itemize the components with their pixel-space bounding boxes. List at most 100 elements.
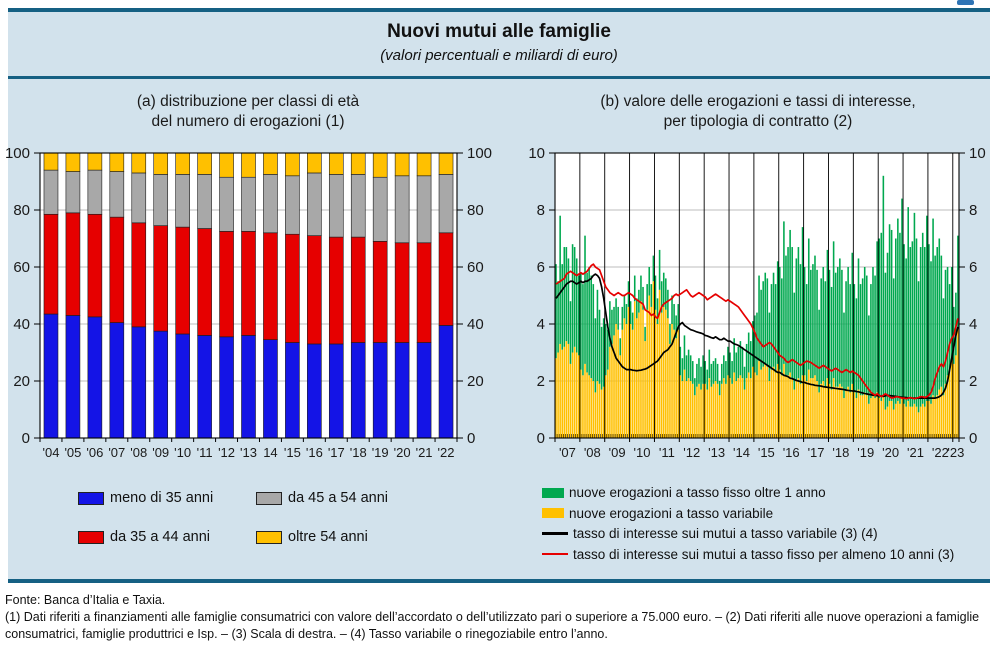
legend-label: nuove erogazioni a tasso fisso oltre 1 a… (569, 485, 826, 500)
svg-text:'17: '17 (808, 445, 825, 460)
svg-text:0: 0 (969, 430, 977, 447)
svg-text:8: 8 (537, 202, 545, 219)
box-swatch-1414E6 (78, 491, 104, 505)
svg-text:4: 4 (969, 316, 977, 333)
box-swatch-FFC000 (542, 508, 564, 518)
svg-text:10: 10 (969, 145, 986, 162)
svg-text:0: 0 (537, 430, 545, 447)
panel-a-title: (a) distribuzione per classi di età del … (23, 92, 473, 132)
svg-text:'13: '13 (240, 445, 257, 460)
svg-text:'06: '06 (86, 445, 103, 460)
figure-subtitle: (valori percentuali e miliardi di euro) (380, 47, 618, 64)
svg-text:'09: '09 (609, 445, 626, 460)
svg-text:'07: '07 (559, 445, 576, 460)
svg-text:40: 40 (13, 316, 30, 333)
svg-text:'10: '10 (634, 445, 651, 460)
bottom-rule (8, 579, 990, 583)
legend-item: nuove erogazioni a tasso fisso oltre 1 a… (542, 485, 954, 500)
box-swatch-A8A8A8 (256, 491, 282, 505)
panel-b-title-line1: (b) valore delle erogazioni e tassi di i… (600, 93, 916, 110)
svg-text:'09: '09 (152, 445, 169, 460)
svg-text:14: 14 (263, 445, 277, 460)
svg-text:'22: '22 (438, 445, 455, 460)
charts-area: (a) distribuzione per classi di età del … (5, 79, 990, 579)
svg-text:'15: '15 (284, 445, 301, 460)
svg-text:'16: '16 (783, 445, 800, 460)
top-rule (8, 8, 990, 12)
svg-text:'23: '23 (947, 445, 964, 460)
svg-text:'08: '08 (584, 445, 601, 460)
svg-text:20: 20 (467, 373, 484, 390)
legend-item: tasso di interesse sui mutui a tasso fis… (542, 547, 954, 562)
svg-text:6: 6 (537, 259, 545, 276)
svg-text:'15: '15 (758, 445, 775, 460)
box-swatch-E60000 (78, 530, 104, 544)
legend-label: oltre 54 anni (288, 529, 368, 545)
svg-text:'14: '14 (733, 445, 750, 460)
svg-text:'19: '19 (857, 445, 874, 460)
svg-text:'17: '17 (328, 445, 345, 460)
svg-text:0: 0 (467, 430, 475, 447)
age-distribution-stacked-bar-chart: '04 '05 '06 '07 '08 '09 '10 '11 '12 '13 14 '15 '16 '1… (5, 145, 492, 460)
svg-text:80: 80 (467, 202, 484, 219)
svg-text:'18: '18 (832, 445, 849, 460)
svg-text:'10: '10 (174, 445, 191, 460)
figure-container: Nuovi mutui alle famiglie (valori percen… (5, 8, 990, 583)
panel-a-legend: meno di 35 anni da 45 a 54 anni da 35 a 44… (78, 490, 388, 545)
panel-a-title-line1: (a) distribuzione per classi di età (136, 93, 360, 110)
line-swatch-E60000 (542, 552, 568, 556)
mid-rule (8, 76, 990, 79)
legend-label: meno di 35 anni (110, 490, 214, 506)
panel-b-title: (b) valore delle erogazioni e tassi di i… (533, 92, 983, 132)
svg-text:'21: '21 (416, 445, 433, 460)
svg-text:60: 60 (467, 259, 484, 276)
svg-text:100: 100 (5, 145, 30, 162)
svg-text:8: 8 (969, 202, 977, 219)
legend-item: meno di 35 anni (78, 490, 256, 506)
legend-label: tasso di interesse sui mutui a tasso fis… (573, 546, 955, 562)
svg-text:40: 40 (467, 316, 484, 333)
svg-text:80: 80 (13, 202, 30, 219)
legend-label: tasso di interesse sui mutui a tasso var… (573, 526, 878, 541)
box-swatch-00A84F (542, 487, 564, 498)
svg-text:'19: '19 (372, 445, 389, 460)
legend-label: nuove erogazioni a tasso variabile (569, 505, 774, 521)
figure-title-band: Nuovi mutui alle famiglie (valori percen… (8, 12, 990, 76)
svg-text:60: 60 (13, 259, 30, 276)
svg-text:0: 0 (22, 430, 30, 447)
disbursements-and-rates-chart: 0 0 2 2 4 4 6 6 8 8 10 10 '07 '08 '09 '10 '11 '12 '13 '14 '1… (528, 145, 986, 460)
svg-text:'20: '20 (394, 445, 411, 460)
svg-text:'08: '08 (130, 445, 147, 460)
legend-item: nuove erogazioni a tasso variabile (542, 506, 954, 521)
cropped-figure-label-fragment (957, 0, 974, 5)
svg-text:'11: '11 (659, 445, 675, 460)
notes-line: (1) Dati riferiti a finanziamenti alle f… (5, 610, 980, 641)
svg-text:20: 20 (13, 373, 30, 390)
legend-label: da 45 a 54 anni (288, 490, 388, 506)
svg-text:4: 4 (537, 316, 545, 333)
svg-text:'20: '20 (882, 445, 899, 460)
line-swatch-000000 (542, 532, 568, 535)
svg-text:'07: '07 (108, 445, 125, 460)
legend-item: tasso di interesse sui mutui a tasso var… (542, 526, 954, 541)
svg-text:'22: '22 (932, 445, 949, 460)
svg-text:'21: '21 (907, 445, 924, 460)
legend-item: oltre 54 anni (256, 529, 388, 545)
legend-label: da 35 a 44 anni (110, 529, 210, 545)
svg-text:'18: '18 (350, 445, 367, 460)
svg-text:100: 100 (467, 145, 492, 162)
source-line: Fonte: Banca d’Italia e Taxia. (5, 593, 166, 607)
svg-text:2: 2 (537, 373, 545, 390)
svg-text:'05: '05 (64, 445, 81, 460)
box-swatch-FFC000 (256, 530, 282, 544)
svg-text:10: 10 (528, 145, 545, 162)
svg-text:'16: '16 (306, 445, 323, 460)
svg-text:2: 2 (969, 373, 977, 390)
svg-text:'12: '12 (683, 445, 700, 460)
svg-text:6: 6 (969, 259, 977, 276)
svg-text:'04: '04 (42, 445, 59, 460)
panel-b-legend: nuove erogazioni a tasso fisso oltre 1 a… (542, 485, 954, 562)
panel-a-title-line2: del numero di erogazioni (1) (151, 113, 345, 130)
legend-item: da 35 a 44 anni (78, 529, 256, 545)
svg-text:'12: '12 (218, 445, 235, 460)
